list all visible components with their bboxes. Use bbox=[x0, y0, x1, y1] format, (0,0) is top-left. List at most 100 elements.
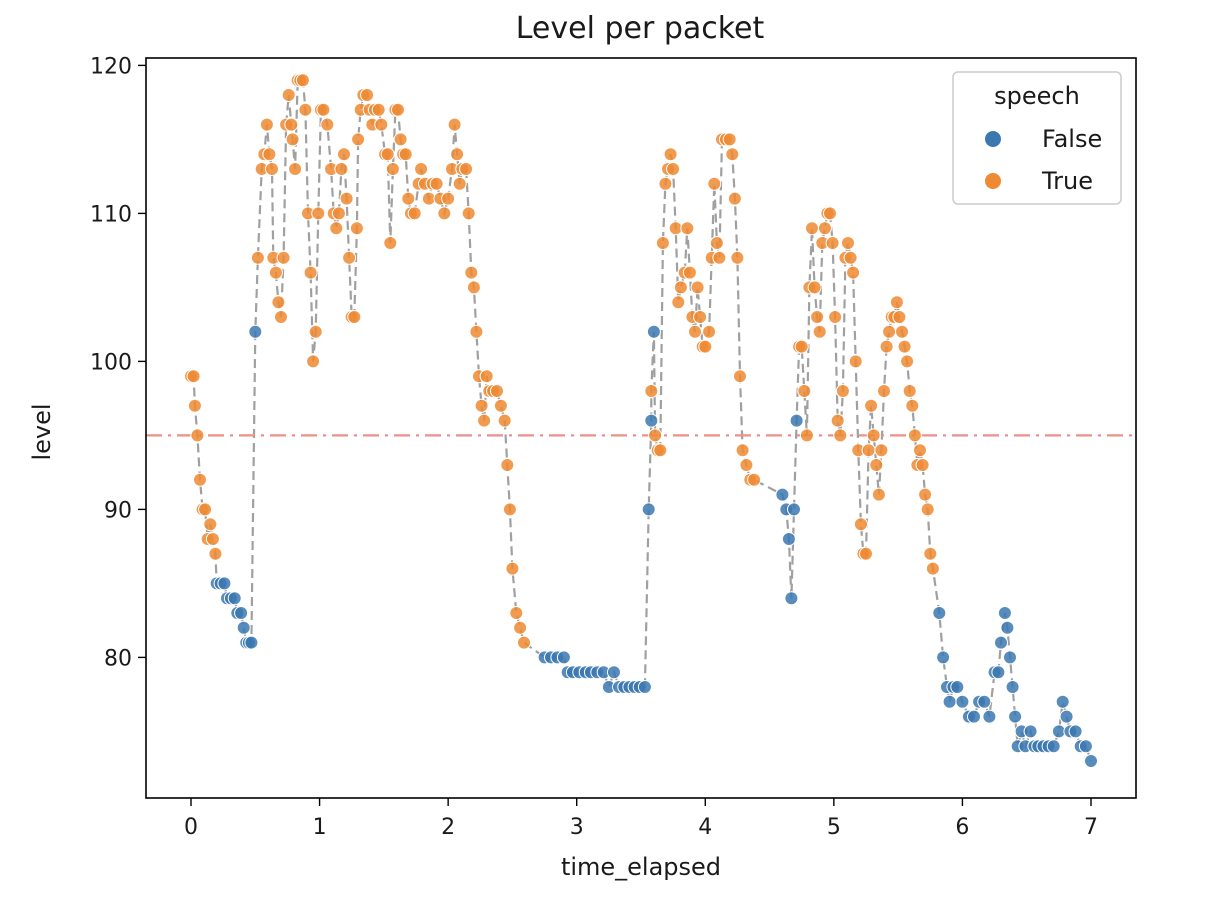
data-point-false bbox=[977, 694, 992, 709]
data-point-false bbox=[997, 606, 1012, 620]
data-point-true bbox=[265, 162, 279, 176]
data-point-true bbox=[835, 384, 850, 398]
y-axis-label: level bbox=[28, 403, 56, 460]
data-point-true bbox=[682, 265, 697, 280]
data-point-true bbox=[895, 324, 909, 339]
data-point-true bbox=[274, 310, 288, 324]
data-point-true bbox=[879, 339, 894, 354]
data-point-true bbox=[351, 132, 366, 147]
data-point-false bbox=[994, 635, 1008, 650]
data-point-true bbox=[441, 191, 456, 206]
data-point-true bbox=[874, 443, 889, 458]
data-point-false bbox=[556, 650, 571, 665]
data-point-true bbox=[889, 295, 904, 310]
legend-marker-false bbox=[985, 131, 1001, 147]
data-point-true bbox=[869, 458, 884, 472]
data-point-true bbox=[666, 162, 681, 176]
legend-marker-true bbox=[985, 173, 1001, 189]
data-point-false bbox=[787, 502, 801, 517]
data-point-true bbox=[807, 280, 822, 295]
data-point-true bbox=[464, 265, 479, 280]
data-point-true bbox=[735, 443, 750, 458]
data-point-true bbox=[298, 102, 313, 117]
data-point-true bbox=[276, 250, 291, 265]
data-point-true bbox=[193, 472, 207, 487]
data-point-true bbox=[833, 428, 848, 443]
data-point-true bbox=[502, 502, 517, 517]
data-point-true bbox=[864, 398, 879, 413]
x-tick-label: 1 bbox=[313, 815, 327, 840]
data-point-true bbox=[658, 176, 673, 191]
data-point-true bbox=[644, 384, 659, 398]
data-point-false bbox=[1078, 739, 1093, 754]
data-point-true bbox=[407, 206, 422, 221]
data-point-false bbox=[227, 591, 242, 606]
data-point-false bbox=[234, 606, 249, 620]
legend: speech False True bbox=[952, 71, 1122, 205]
data-point-true bbox=[461, 206, 476, 221]
data-point-true bbox=[648, 428, 663, 443]
data-point-true bbox=[493, 398, 508, 413]
data-point-true bbox=[688, 324, 702, 339]
data-point-true bbox=[437, 206, 452, 221]
x-axis-label: time_elapsed bbox=[561, 853, 721, 881]
data-point-true bbox=[474, 398, 489, 413]
data-point-true bbox=[295, 73, 310, 88]
data-point-false bbox=[955, 694, 970, 709]
data-point-true bbox=[414, 162, 429, 176]
data-point-true bbox=[690, 280, 705, 295]
data-point-true bbox=[459, 162, 474, 176]
data-point-false bbox=[1055, 694, 1070, 709]
data-point-true bbox=[727, 191, 742, 206]
data-point-true bbox=[866, 428, 881, 443]
data-point-true bbox=[920, 502, 935, 517]
data-point-false bbox=[236, 620, 251, 635]
data-point-true bbox=[285, 132, 300, 147]
data-point-true bbox=[259, 117, 274, 132]
data-point-true bbox=[913, 443, 927, 458]
data-point-false bbox=[248, 324, 263, 339]
legend-title: speech bbox=[994, 82, 1080, 110]
data-point-true bbox=[668, 221, 683, 236]
data-point-true bbox=[799, 428, 814, 443]
data-point-true bbox=[349, 221, 364, 236]
data-point-true bbox=[385, 162, 400, 176]
x-tick-label: 6 bbox=[955, 815, 969, 840]
data-point-true bbox=[186, 369, 201, 384]
data-point-true bbox=[725, 147, 740, 162]
data-point-true bbox=[347, 310, 362, 324]
data-point-true bbox=[663, 147, 678, 162]
data-point-true bbox=[797, 384, 812, 398]
data-point-true bbox=[915, 458, 930, 472]
data-point-false bbox=[646, 324, 661, 339]
data-point-false bbox=[789, 413, 804, 428]
legend-label-true: True bbox=[1041, 167, 1093, 195]
data-point-true bbox=[271, 295, 286, 310]
data-point-true bbox=[702, 324, 717, 339]
data-point-true bbox=[450, 147, 465, 162]
x-tick-label: 4 bbox=[698, 815, 712, 840]
data-point-true bbox=[393, 132, 408, 147]
data-point-true bbox=[398, 147, 413, 162]
plot-area bbox=[145, 57, 1137, 799]
data-points-layer bbox=[184, 73, 1098, 768]
data-point-true bbox=[680, 221, 695, 236]
data-point-true bbox=[812, 324, 827, 339]
data-point-false bbox=[967, 709, 981, 724]
data-point-true bbox=[673, 280, 688, 295]
data-point-true bbox=[830, 413, 845, 428]
data-point-true bbox=[825, 236, 840, 250]
data-point-true bbox=[281, 88, 296, 102]
data-point-true bbox=[730, 250, 745, 265]
data-point-false bbox=[932, 606, 947, 620]
data-point-false bbox=[637, 680, 652, 694]
data-point-true bbox=[709, 236, 724, 250]
data-point-true bbox=[653, 443, 668, 458]
data-point-true bbox=[733, 369, 747, 384]
data-point-true bbox=[925, 561, 940, 576]
data-point-false bbox=[991, 665, 1006, 680]
data-point-true bbox=[339, 191, 354, 206]
data-point-true bbox=[490, 384, 504, 398]
y-tick-label: 80 bbox=[104, 646, 132, 671]
